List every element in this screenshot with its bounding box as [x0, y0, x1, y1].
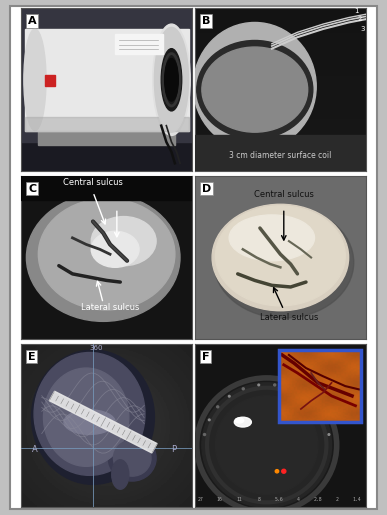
Bar — [115, 34, 163, 54]
Ellipse shape — [112, 460, 129, 489]
Circle shape — [289, 388, 291, 390]
Bar — [279, 350, 361, 422]
Text: A: A — [31, 444, 37, 454]
Text: 27: 27 — [197, 497, 203, 502]
Text: 2: 2 — [357, 16, 361, 22]
Ellipse shape — [214, 207, 354, 318]
Ellipse shape — [153, 24, 190, 135]
Circle shape — [275, 470, 279, 473]
Ellipse shape — [24, 29, 46, 131]
Text: E: E — [28, 352, 36, 362]
Ellipse shape — [91, 216, 156, 266]
Text: 1: 1 — [354, 8, 358, 13]
Text: P: P — [171, 444, 176, 454]
Text: Central sulcus: Central sulcus — [63, 178, 123, 187]
Text: 3 cm diameter surface coil: 3 cm diameter surface coil — [229, 150, 332, 160]
Ellipse shape — [197, 41, 313, 139]
Text: 2: 2 — [336, 497, 339, 502]
Text: Central sulcus: Central sulcus — [254, 190, 314, 199]
Circle shape — [209, 419, 210, 421]
Bar — [38, 129, 175, 145]
Ellipse shape — [235, 418, 244, 423]
Text: Lateral sulcus: Lateral sulcus — [260, 313, 318, 322]
Ellipse shape — [113, 440, 151, 476]
Ellipse shape — [164, 59, 178, 101]
Ellipse shape — [229, 215, 315, 261]
Text: 8: 8 — [258, 497, 260, 502]
Circle shape — [195, 376, 338, 514]
Circle shape — [228, 396, 230, 397]
Circle shape — [315, 406, 317, 408]
Text: F: F — [202, 352, 209, 362]
Bar — [25, 29, 188, 131]
Text: 1.4: 1.4 — [353, 497, 361, 502]
Circle shape — [258, 384, 260, 386]
Ellipse shape — [194, 23, 316, 150]
Ellipse shape — [108, 435, 156, 481]
Text: 3: 3 — [361, 26, 365, 31]
Bar — [21, 176, 192, 200]
Bar — [21, 8, 192, 142]
Bar — [21, 135, 192, 171]
Circle shape — [216, 396, 318, 494]
Circle shape — [204, 434, 205, 436]
Ellipse shape — [43, 368, 129, 467]
Text: 360: 360 — [90, 345, 103, 351]
Text: C: C — [28, 184, 36, 194]
Circle shape — [328, 434, 330, 435]
Text: 2.8: 2.8 — [313, 497, 322, 502]
Circle shape — [242, 388, 244, 390]
Ellipse shape — [212, 204, 349, 311]
Ellipse shape — [34, 352, 145, 475]
Ellipse shape — [216, 206, 345, 306]
Bar — [25, 117, 188, 131]
Text: B: B — [202, 16, 210, 26]
Circle shape — [323, 419, 325, 421]
Text: 11: 11 — [236, 497, 242, 502]
Ellipse shape — [161, 48, 182, 111]
Text: 5.6: 5.6 — [274, 497, 283, 502]
Ellipse shape — [91, 231, 139, 267]
Circle shape — [202, 383, 332, 507]
Bar — [195, 135, 366, 171]
Ellipse shape — [38, 199, 175, 310]
Ellipse shape — [64, 410, 115, 434]
Text: Lateral sulcus: Lateral sulcus — [81, 303, 139, 312]
Circle shape — [274, 384, 276, 386]
Bar — [45, 75, 55, 87]
Ellipse shape — [26, 194, 180, 321]
Text: A: A — [28, 16, 37, 26]
Ellipse shape — [221, 48, 264, 105]
Ellipse shape — [154, 27, 188, 132]
Ellipse shape — [202, 47, 308, 132]
Circle shape — [303, 396, 305, 397]
Ellipse shape — [234, 417, 252, 427]
Text: 4: 4 — [297, 497, 300, 502]
Ellipse shape — [31, 350, 154, 484]
Text: 16: 16 — [217, 497, 223, 502]
Bar — [50, 391, 157, 453]
Circle shape — [282, 469, 286, 473]
Text: D: D — [202, 184, 211, 194]
Circle shape — [217, 406, 219, 408]
